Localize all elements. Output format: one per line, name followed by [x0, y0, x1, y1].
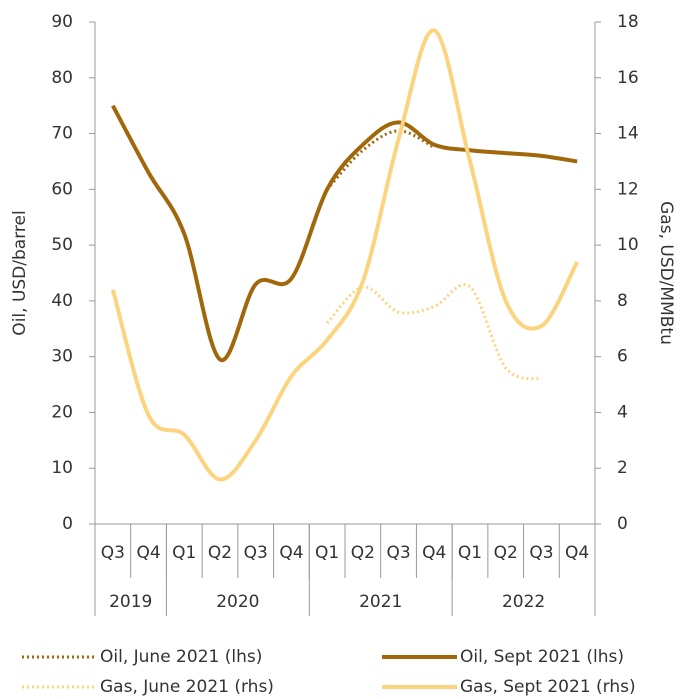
series-line: [110, 28, 579, 482]
legend-label: Oil, June 2021 (lhs): [100, 647, 262, 667]
x-tick-label: Q3: [386, 543, 410, 563]
y2-tick-label: 12: [617, 179, 639, 199]
y2-tick-label: 14: [617, 124, 639, 144]
y2-tick-label: 4: [617, 402, 628, 422]
x-group-label: 2020: [216, 592, 259, 612]
y-tick-label: 90: [51, 12, 73, 32]
x-tick-label: Q4: [565, 543, 589, 563]
y-tick-label: 70: [51, 124, 73, 144]
y-tick-label: 50: [51, 235, 73, 255]
x-tick-label: Q1: [458, 543, 482, 563]
x-tick-label: Q1: [315, 543, 339, 563]
y-tick-label: 20: [51, 402, 73, 422]
x-tick-label: Q1: [172, 543, 196, 563]
y2-tick-label: 16: [617, 68, 639, 88]
y-tick-label: 40: [51, 291, 73, 311]
x-tick-label: Q4: [279, 543, 303, 563]
series-line: [326, 129, 436, 191]
y2-tick-label: 10: [617, 235, 639, 255]
x-tick-label: Q2: [208, 543, 232, 563]
y-tick-label: 0: [62, 514, 73, 534]
x-tick-label: Q3: [101, 543, 125, 563]
x-tick-label: Q2: [494, 543, 518, 563]
y-axis-label: Oil, USD/barrel: [10, 210, 30, 335]
y2-tick-label: 18: [617, 12, 639, 32]
x-group-label: 2019: [109, 592, 152, 612]
x-tick-label: Q2: [351, 543, 375, 563]
x-tick-label: Q3: [244, 543, 268, 563]
y-tick-label: 30: [51, 347, 73, 367]
y2-axis-label: Gas, USD/MMBtu: [656, 201, 676, 345]
x-group-label: 2022: [502, 592, 545, 612]
legend-label: Oil, Sept 2021 (lhs): [460, 647, 624, 667]
series-line: [111, 104, 578, 362]
y2-tick-label: 6: [617, 347, 628, 367]
y2-tick-label: 0: [617, 514, 628, 534]
y-tick-label: 80: [51, 68, 73, 88]
series-line: [326, 283, 542, 381]
y-tick-label: 60: [51, 179, 73, 199]
x-tick-label: Q3: [529, 543, 553, 563]
y2-tick-label: 2: [617, 458, 628, 478]
y-tick-label: 10: [51, 458, 73, 478]
x-tick-label: Q4: [136, 543, 160, 563]
legend-label: Gas, Sept 2021 (rhs): [460, 677, 636, 697]
x-tick-label: Q4: [422, 543, 446, 563]
y2-tick-label: 8: [617, 291, 628, 311]
legend-label: Gas, June 2021 (rhs): [100, 677, 274, 697]
x-group-label: 2021: [359, 592, 402, 612]
